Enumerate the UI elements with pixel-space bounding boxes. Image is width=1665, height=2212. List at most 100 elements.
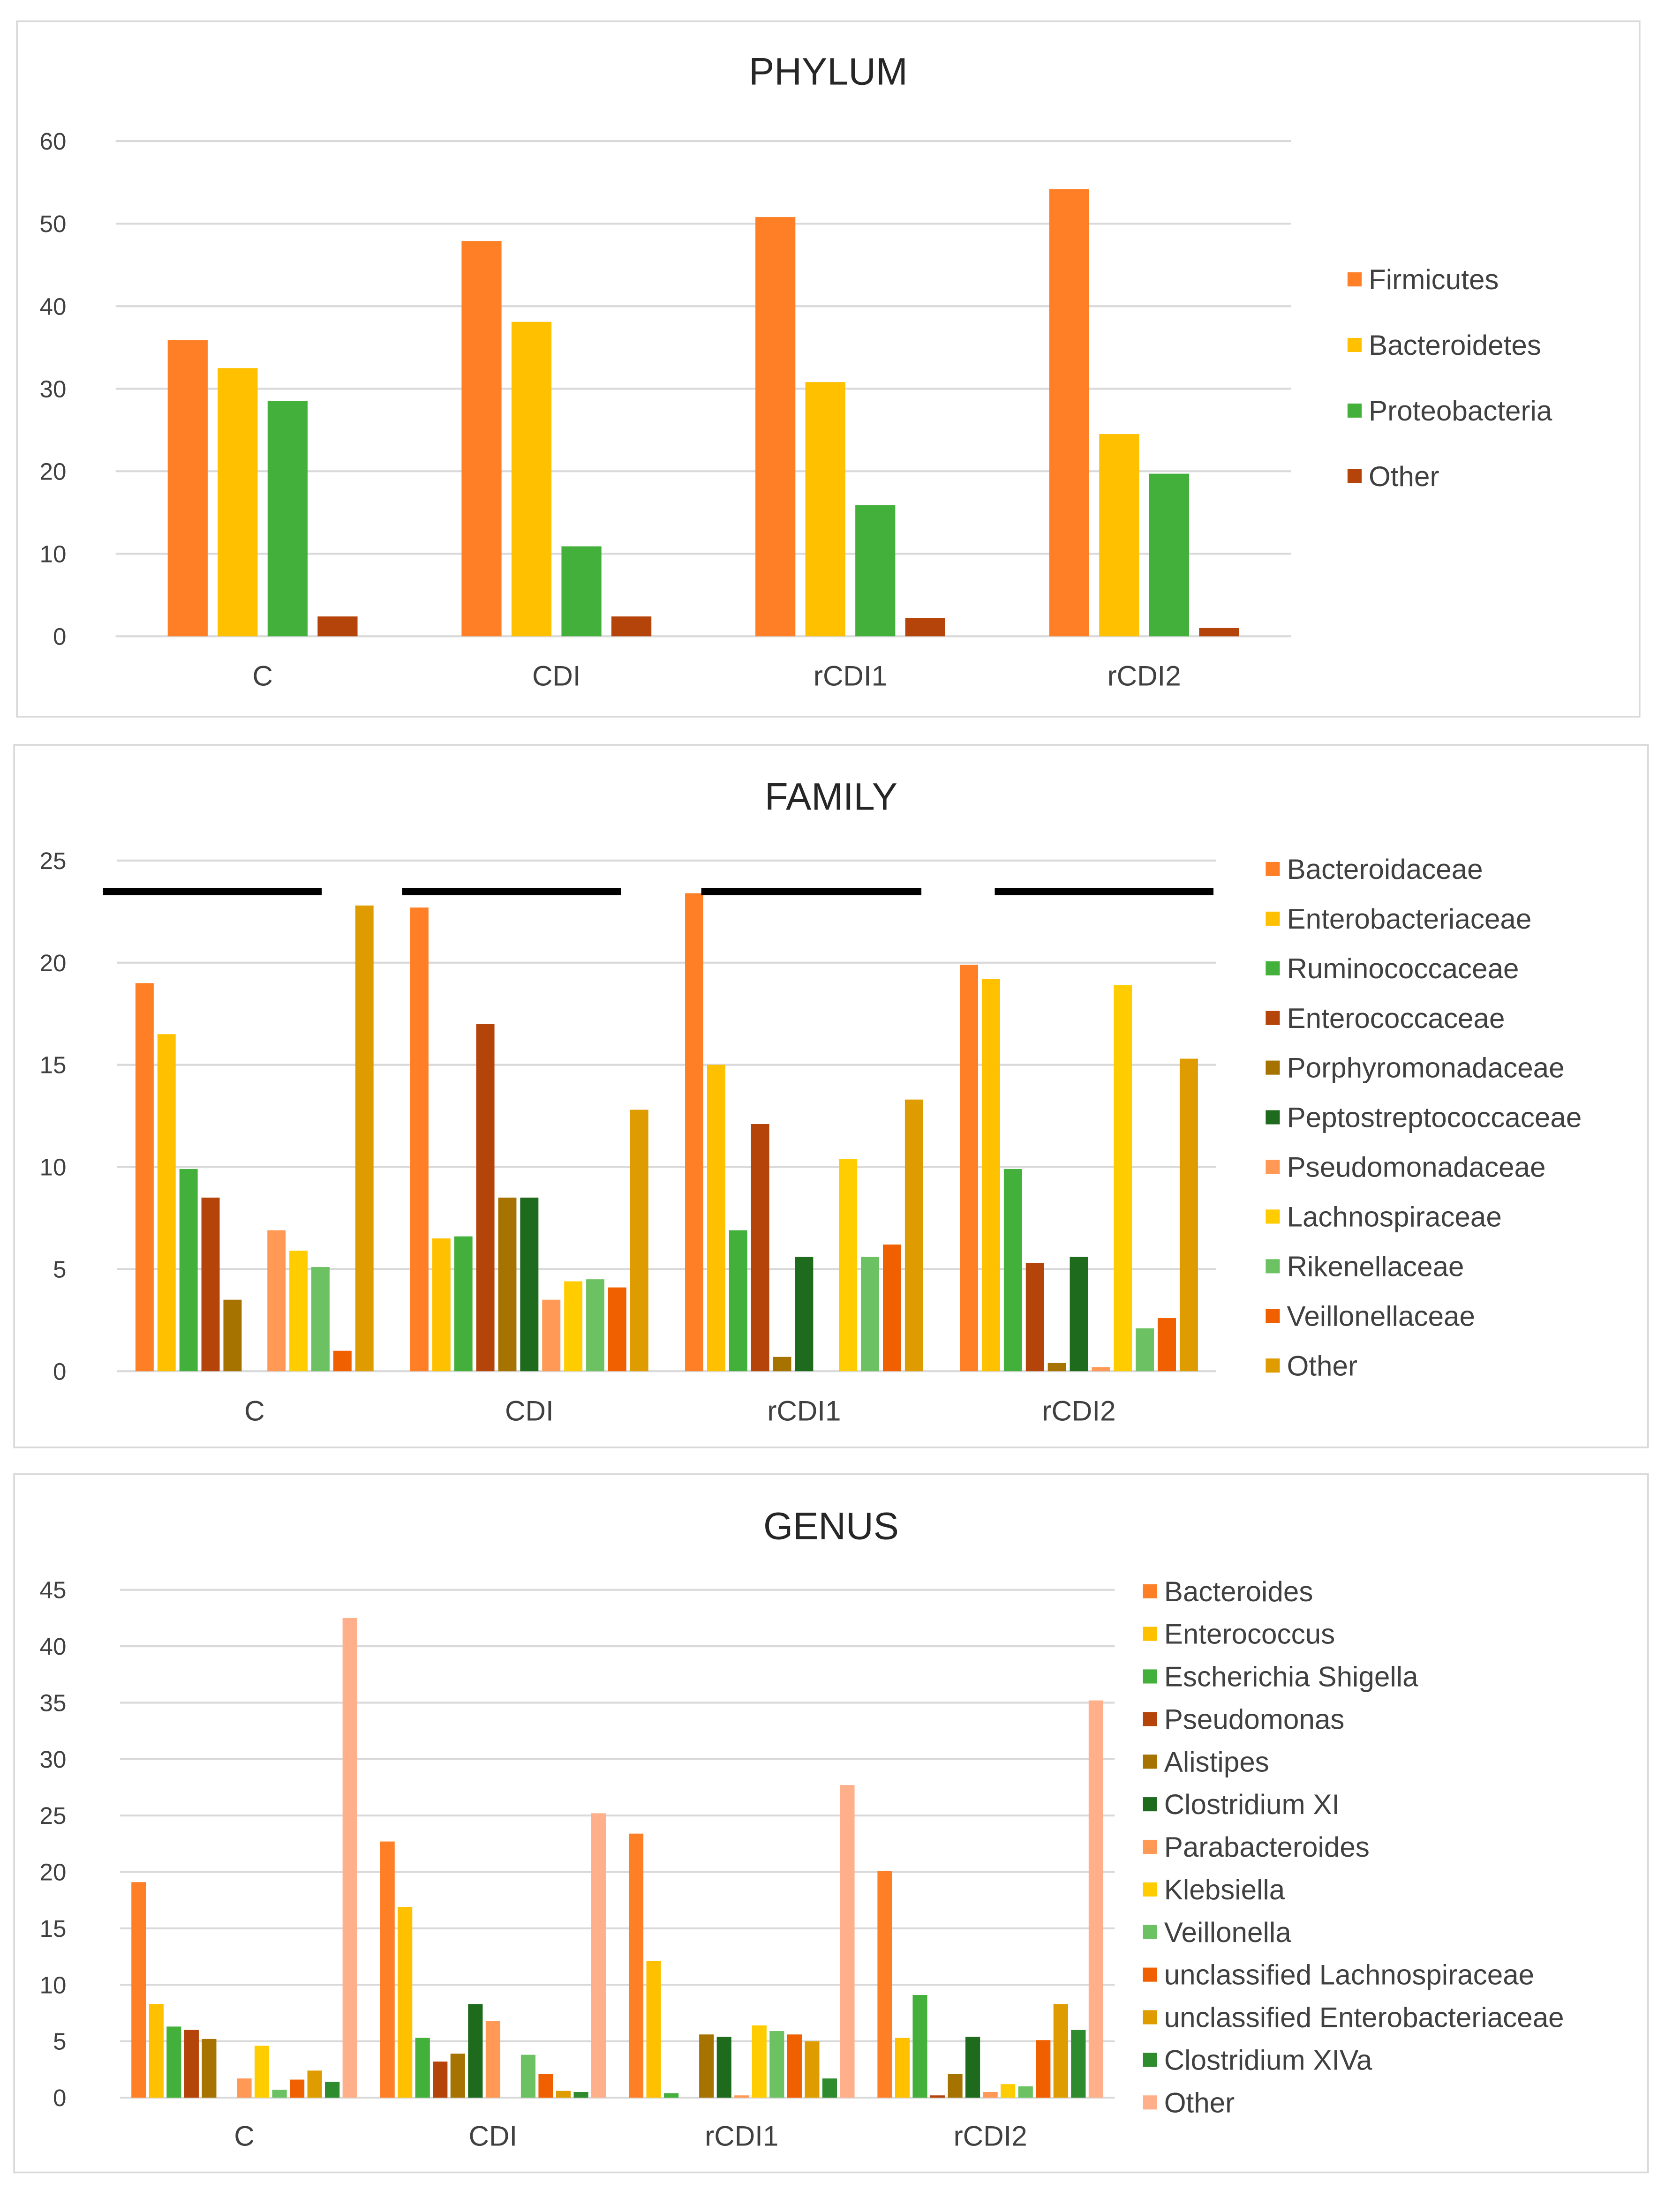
y-tick-label: 5 — [53, 2028, 66, 2055]
bar-firmicutes-c — [167, 340, 208, 637]
bar-bacteroides-cdi — [380, 1841, 395, 2098]
y-tick-label: 30 — [40, 1746, 67, 1773]
bar-escherichia-shigella-rcdi1 — [664, 2093, 679, 2098]
legend-swatch — [1347, 337, 1362, 352]
legend-swatch — [1143, 2053, 1157, 2067]
bar-rikenellaceae-c — [311, 1267, 330, 1372]
family-chart: FAMILY 0 5 10 15 20 25 C CDI rCDI1 rCDI2 Bacteroida… — [13, 744, 1649, 1448]
legend-swatch — [1143, 1584, 1157, 1598]
bar-bacteroides-rcdi2 — [877, 1871, 892, 2098]
bar-clostridium-xiva-rcdi2 — [1071, 2030, 1086, 2098]
legend-label: Enterococcus — [1164, 1619, 1335, 1650]
legend-label: unclassified Lachnospiraceae — [1164, 1959, 1534, 1991]
bar-bacteroidetes-c — [218, 368, 258, 637]
bar-lachnospiraceae-c — [289, 1251, 308, 1372]
y-tick-label: 40 — [40, 293, 67, 320]
bar-peptostreptococcaceae-cdi — [520, 1197, 539, 1372]
legend-label: Klebsiella — [1164, 1874, 1285, 1905]
bar-bacteroidetes-cdi — [511, 322, 552, 637]
bar-lachnospiraceae-rcdi1 — [839, 1159, 858, 1372]
bar-pseudomonas-c — [184, 2030, 199, 2098]
legend-swatch — [1143, 1967, 1157, 1982]
bar-peptostreptococcaceae-rcdi1 — [795, 1257, 814, 1372]
legend-swatch — [1143, 1797, 1157, 1812]
y-tick-label: 50 — [40, 210, 67, 237]
bar-veillonellaceae-c — [333, 1350, 352, 1372]
legend-swatch — [1143, 2095, 1157, 2110]
bar-klebsiella-c — [254, 2046, 270, 2098]
y-tick-label: 5 — [53, 1256, 66, 1282]
y-tick-label: 10 — [40, 1972, 67, 1998]
bar-enterococcaceae-c — [201, 1197, 220, 1372]
legend-label: Firmicutes — [1369, 264, 1499, 295]
bar-veillonellaceae-cdi — [608, 1287, 626, 1372]
x-category-label: rCDI2 — [1107, 660, 1181, 692]
bar-firmicutes-rcdi2 — [1049, 189, 1089, 637]
y-tick-label: 0 — [53, 2085, 66, 2111]
bar-other-rcdi2 — [1199, 628, 1239, 637]
y-tick-label: 0 — [53, 623, 66, 650]
bar-proteobacteria-rcdi2 — [1149, 473, 1190, 637]
legend-swatch — [1143, 1669, 1157, 1684]
chart-title: GENUS — [763, 1505, 899, 1547]
legend-label: Alistipes — [1164, 1746, 1269, 1777]
bar-enterococcus-rcdi2 — [895, 2038, 910, 2098]
bar-escherichia-shigella-cdi — [415, 2038, 430, 2098]
bar-escherichia-shigella-rcdi2 — [912, 1995, 927, 2098]
chart-panel — [13, 744, 1649, 1448]
bar-clostridium-xi-rcdi1 — [716, 2037, 731, 2098]
bar-rikenellaceae-rcdi2 — [1136, 1328, 1154, 1372]
legend-swatch — [1266, 1160, 1280, 1174]
x-category-label: rCDI1 — [705, 2120, 778, 2152]
bar-ruminococcaceae-rcdi1 — [729, 1230, 747, 1372]
bar-other-c — [317, 616, 358, 637]
bar-other-cdi — [630, 1110, 648, 1372]
y-tick-label: 60 — [40, 128, 67, 155]
bar-alistipes-c — [202, 2039, 217, 2098]
y-tick-label: 20 — [40, 950, 67, 976]
legend-label: Pseudomonadaceae — [1287, 1152, 1546, 1183]
legend-label: Other — [1287, 1350, 1358, 1381]
x-category-label: C — [234, 2120, 254, 2152]
legend-label: Enterococcaceae — [1287, 1003, 1505, 1034]
bar-enterobacteriaceae-c — [157, 1034, 176, 1372]
legend-swatch — [1143, 1882, 1157, 1897]
bar-bacteroides-rcdi1 — [628, 1833, 644, 2098]
bar-clostridium-xiva-c — [325, 2082, 340, 2098]
y-tick-label: 40 — [40, 1633, 67, 1660]
bar-clostridium-xiva-rcdi1 — [822, 2078, 837, 2098]
y-tick-label: 25 — [40, 1802, 67, 1829]
bar-firmicutes-rcdi1 — [755, 217, 796, 637]
bar-enterobacteriaceae-rcdi1 — [707, 1065, 725, 1372]
legend-label: Porphyromonadaceae — [1287, 1052, 1565, 1084]
y-tick-label: 30 — [40, 375, 67, 402]
y-tick-label: 15 — [40, 1052, 67, 1079]
bar-bacteroidaceae-c — [135, 983, 154, 1372]
bar-rikenellaceae-cdi — [586, 1279, 604, 1372]
x-category-label: CDI — [469, 2120, 518, 2152]
legend-swatch — [1266, 1110, 1280, 1125]
bar-pseudomonadaceae-cdi — [542, 1299, 561, 1372]
bar-proteobacteria-c — [267, 401, 308, 637]
legend-label: Bacteroidetes — [1369, 330, 1541, 361]
bar-porphyromonadaceae-rcdi2 — [1047, 1363, 1066, 1372]
legend-label: Other — [1164, 2087, 1235, 2118]
bar-ruminococcaceae-cdi — [454, 1236, 473, 1372]
bar-veillonella-c — [272, 2090, 287, 2098]
bar-unclassified-enterobacteriaceae-cdi — [556, 2091, 571, 2098]
bar-pseudomonadaceae-rcdi2 — [1092, 1367, 1110, 1372]
y-tick-label: 20 — [40, 458, 67, 485]
legend-swatch — [1266, 961, 1280, 975]
bar-ruminococcaceae-c — [179, 1169, 198, 1372]
bar-parabacteroides-rcdi1 — [734, 2095, 749, 2098]
bar-lachnospiraceae-cdi — [564, 1281, 583, 1372]
legend-swatch — [1347, 403, 1362, 418]
y-tick-label: 20 — [40, 1859, 67, 1886]
bar-enterococcus-rcdi1 — [646, 1961, 661, 2098]
bar-unclassified-enterobacteriaceae-rcdi2 — [1053, 2004, 1068, 2098]
bar-unclassified-lachnospiraceae-cdi — [538, 2074, 553, 2098]
x-category-label: CDI — [532, 660, 581, 692]
bar-unclassified-enterobacteriaceae-c — [307, 2070, 322, 2098]
legend-label: Bacteroides — [1164, 1576, 1313, 1607]
bar-enterococcus-cdi — [398, 1907, 413, 2098]
